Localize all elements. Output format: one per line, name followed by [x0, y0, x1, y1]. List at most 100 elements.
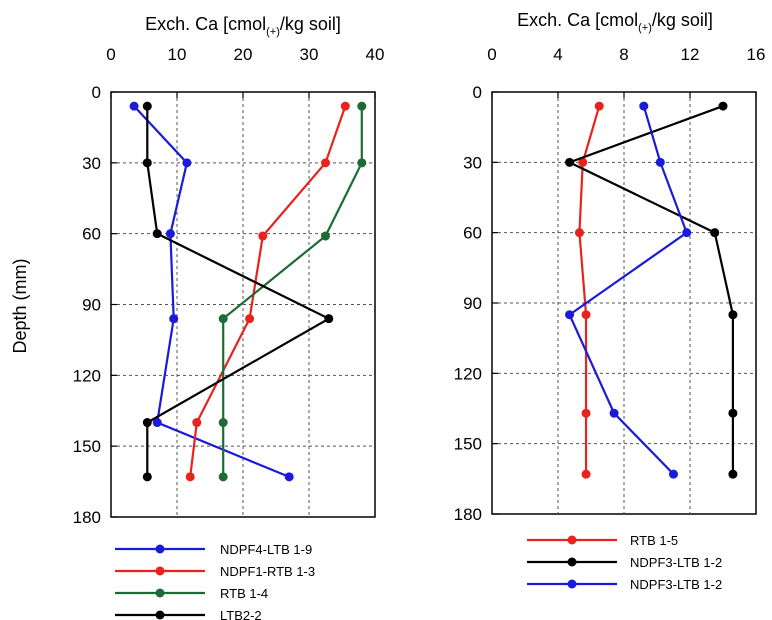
series-line: [566, 105, 735, 475]
series: [185, 101, 350, 482]
x-tick-label: 40: [366, 45, 385, 64]
data-point: [142, 158, 152, 168]
legend-item: NDPF3-LTB 1-2: [527, 555, 722, 570]
y-tick-label: 150: [454, 435, 482, 454]
x-tick-label: 20: [234, 45, 253, 64]
y-tick-label: 120: [454, 364, 482, 383]
data-point: [728, 469, 738, 479]
x-tick-label: 0: [487, 45, 496, 64]
series-line: [133, 105, 290, 478]
legend-item: LTB2-2: [115, 608, 262, 620]
series-line: [146, 106, 332, 477]
data-point: [165, 229, 175, 239]
data-point: [655, 157, 665, 167]
legend: RTB 1-5 NDPF3-LTB 1-2 NDPF3-LTB 1-2: [527, 533, 722, 592]
data-point: [321, 158, 330, 168]
data-point: [142, 472, 152, 482]
y-tick-label: 30: [82, 154, 101, 173]
y-tick-label: 120: [73, 366, 101, 385]
legend-label: NDPF3-LTB 1-2: [630, 555, 722, 570]
data-point: [218, 314, 228, 324]
series: [565, 101, 692, 479]
legend-marker: [567, 535, 577, 545]
x-tick-label: 12: [681, 45, 700, 64]
gridlines: [492, 92, 756, 514]
data-point: [357, 158, 367, 168]
y-tick-label: 60: [463, 224, 482, 243]
series-line: [189, 105, 347, 477]
data-point: [581, 469, 591, 479]
y-tick-label: 90: [463, 294, 482, 313]
legend-marker: [567, 557, 577, 567]
data-point: [218, 418, 228, 428]
data-point: [718, 101, 728, 111]
series: [565, 101, 738, 479]
data-point: [129, 101, 139, 111]
data-point: [218, 472, 228, 482]
y-tick-label: 0: [92, 83, 101, 102]
legend-item: NDPF1-RTB 1-3: [115, 564, 315, 579]
data-point: [728, 408, 738, 418]
data-point: [340, 101, 350, 111]
y-axis-title: Depth (mm): [10, 258, 30, 353]
depth-profile-chart-right: 0 4 8 12 16 0 30 60 90 120 150 180 Exch. Ca [cmol(…: [454, 10, 766, 592]
data-point: [710, 228, 720, 238]
y-tick-label: 90: [82, 296, 101, 315]
data-point: [357, 101, 367, 111]
legend-label: LTB2-2: [220, 608, 262, 620]
data-point: [565, 310, 575, 320]
series-line: [222, 106, 363, 477]
data-point: [578, 157, 588, 167]
data-point: [185, 472, 195, 482]
x-tick-label: 10: [168, 45, 187, 64]
data-point: [728, 310, 738, 320]
data-point: [169, 314, 179, 324]
y-tick-label: 180: [454, 505, 482, 524]
y-tick-labels: 0 30 60 90 120 150 180: [454, 83, 498, 524]
legend-label: NDPF3-LTB 1-2: [630, 577, 722, 592]
series: [218, 101, 367, 482]
x-tick-label: 30: [300, 45, 319, 64]
y-tick-label: 150: [73, 437, 101, 456]
data-point: [182, 158, 192, 168]
legend-label: RTB 1-5: [630, 533, 678, 548]
legend-label: NDPF4-LTB 1-9: [220, 542, 312, 557]
series: [574, 101, 604, 479]
y-tick-label: 60: [82, 225, 101, 244]
data-point: [152, 418, 162, 428]
x-tick-labels: 0 10 20 30 40: [106, 45, 384, 98]
legend-label: NDPF1-RTB 1-3: [220, 564, 315, 579]
data-point: [142, 101, 152, 111]
legend-item: RTB 1-4: [115, 586, 268, 601]
data-point: [669, 469, 678, 479]
legend-marker: [155, 610, 165, 620]
series: [129, 101, 294, 482]
data-point: [581, 310, 591, 320]
data-point: [321, 231, 330, 241]
series-line: [568, 105, 689, 475]
data-point: [245, 314, 255, 324]
legend-marker: [567, 579, 577, 589]
x-tick-label: 8: [619, 45, 628, 64]
legend-item: NDPF4-LTB 1-9: [115, 542, 312, 557]
y-tick-labels: 0 30 60 90 120 150 180: [73, 83, 117, 527]
data-point: [594, 101, 604, 111]
x-axis-title: Exch. Ca [cmol(+)/kg soil]: [145, 14, 341, 38]
x-tick-label: 16: [747, 45, 766, 64]
data-point: [639, 101, 649, 111]
data-point: [258, 231, 268, 241]
gridlines: [111, 92, 375, 517]
x-tick-label: 0: [106, 45, 115, 64]
series-line: [578, 105, 601, 475]
legend-item: NDPF3-LTB 1-2: [527, 577, 722, 592]
legend-marker: [155, 566, 165, 576]
y-tick-label: 30: [463, 153, 482, 172]
data-point: [565, 157, 575, 167]
legend-item: RTB 1-5: [527, 533, 678, 548]
data-point: [574, 228, 584, 238]
y-tick-label: 180: [73, 508, 101, 527]
data-point: [609, 408, 619, 418]
x-tick-label: 4: [553, 45, 562, 64]
data-point: [142, 418, 152, 428]
